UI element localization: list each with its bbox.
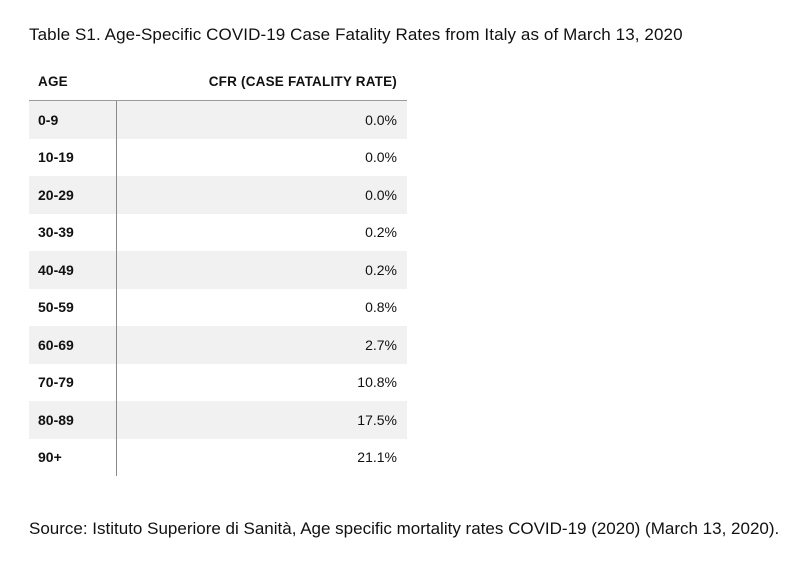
cfr-cell: 0.0%	[365, 111, 397, 128]
age-cell: 10-19	[38, 149, 74, 166]
table-caption: Table S1. Age-Specific COVID-19 Case Fat…	[29, 25, 683, 44]
source-note: Source: Istituto Superiore di Sanità, Ag…	[29, 519, 780, 538]
cfr-cell: 0.0%	[365, 186, 397, 203]
table-row: 10-19 0.0%	[29, 139, 407, 177]
cfr-cell: 0.2%	[365, 224, 397, 241]
table-row: 40-49 0.2%	[29, 251, 407, 289]
cfr-table: AGE CFR (CASE FATALITY RATE) 0-9 0.0% 10…	[29, 62, 407, 476]
cfr-cell: 17.5%	[357, 411, 397, 428]
age-cell: 60-69	[38, 336, 74, 353]
age-cell: 30-39	[38, 224, 74, 241]
table-row: 30-39 0.2%	[29, 214, 407, 252]
cfr-cell: 0.0%	[365, 149, 397, 166]
age-cell: 50-59	[38, 299, 74, 316]
table-row: 60-69 2.7%	[29, 326, 407, 364]
age-cell: 40-49	[38, 261, 74, 278]
table-body: 0-9 0.0% 10-19 0.0% 20-29 0.0% 30-39 0.2…	[29, 101, 407, 476]
cfr-cell: 21.1%	[357, 449, 397, 466]
age-cell: 0-9	[38, 111, 59, 128]
age-cell: 70-79	[38, 374, 74, 391]
age-cell: 20-29	[38, 186, 74, 203]
cfr-cell: 0.8%	[365, 299, 397, 316]
table-row: 20-29 0.0%	[29, 176, 407, 214]
age-cell: 80-89	[38, 411, 74, 428]
age-column-header: AGE	[38, 73, 68, 89]
table-row: 90+ 21.1%	[29, 439, 407, 477]
cfr-cell: 0.2%	[365, 261, 397, 278]
table-row: 70-79 10.8%	[29, 364, 407, 402]
cfr-cell: 10.8%	[357, 374, 397, 391]
table-row: 80-89 17.5%	[29, 401, 407, 439]
cfr-cell: 2.7%	[365, 336, 397, 353]
table-row: 50-59 0.8%	[29, 289, 407, 327]
cfr-column-header: CFR (CASE FATALITY RATE)	[208, 73, 397, 89]
table-header-row: AGE CFR (CASE FATALITY RATE)	[29, 62, 407, 101]
age-cell: 90+	[38, 449, 62, 466]
table-row: 0-9 0.0%	[29, 101, 407, 139]
